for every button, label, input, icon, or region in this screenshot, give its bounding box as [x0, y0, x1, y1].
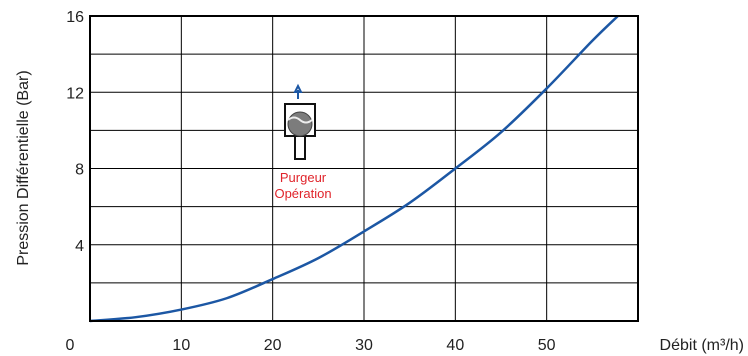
- annotation-line-2: Opération: [274, 186, 331, 201]
- plot-frame: [89, 15, 639, 322]
- x-axis-label: Débit (m³/h): [660, 337, 744, 354]
- y-tick-label: 12: [66, 85, 84, 102]
- y-tick-label: 4: [75, 238, 84, 255]
- series-layer: [89, 15, 619, 323]
- x-tick-labels: 0 10 20 30 40 50: [66, 337, 556, 354]
- series-line: [89, 15, 619, 323]
- y-tick-labels: 4 8 12 16: [66, 9, 84, 255]
- x-tick-label: 20: [264, 337, 282, 354]
- grid: [90, 16, 638, 321]
- x-tick-label: 10: [172, 337, 190, 354]
- x-tick-label: 0: [66, 337, 75, 354]
- x-tick-label: 30: [355, 337, 373, 354]
- y-tick-label: 8: [75, 162, 84, 179]
- y-tick-label: 16: [66, 9, 84, 26]
- annotation-line-1: Purgeur: [280, 170, 327, 185]
- x-tick-label: 40: [446, 337, 464, 354]
- y-axis-label: Pression Différentielle (Bar): [15, 70, 32, 265]
- x-tick-label: 50: [538, 337, 556, 354]
- steam-trap-float-icon: [284, 83, 316, 160]
